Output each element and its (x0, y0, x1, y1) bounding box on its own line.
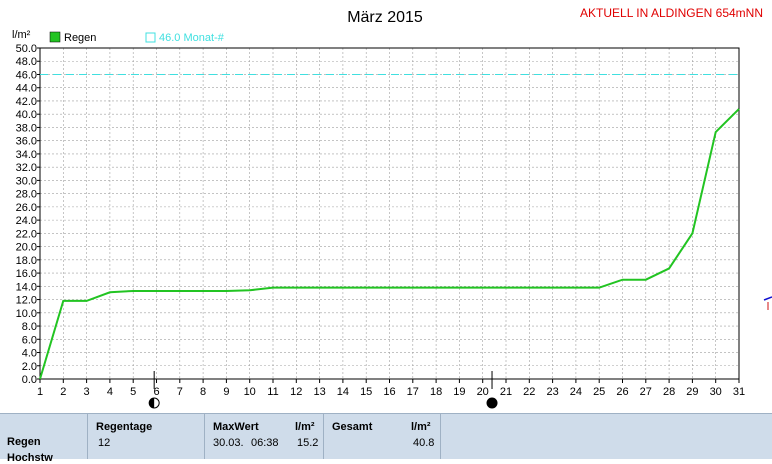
x-tick-label: 30 (710, 386, 722, 398)
x-tick-label: 12 (290, 386, 302, 398)
legend-label-reference: 46.0 Monat-# (159, 32, 225, 44)
maxwert-header: MaxWert (213, 421, 259, 433)
y-axis-ticks: 0.02.04.0 6.08.010.012.0 14.016.018.020.0 2… (16, 43, 40, 386)
y-tick-label: 30.0 (16, 175, 37, 187)
y-tick-label: 38.0 (16, 122, 37, 134)
maxwert-date: 30.03. (213, 437, 244, 449)
x-tick-label: 5 (130, 386, 136, 398)
x-tick-label: 17 (407, 386, 419, 398)
gesamt-header: Gesamt (332, 421, 373, 433)
y-tick-label: 8.0 (22, 321, 37, 333)
gesamt-unit: l/m² (411, 421, 431, 433)
x-tick-label: 3 (84, 386, 90, 398)
y-tick-label: 4.0 (22, 348, 37, 360)
x-tick-label: 18 (430, 386, 442, 398)
x-tick-label: 9 (223, 386, 229, 398)
y-tick-label: 16.0 (16, 268, 37, 280)
y-tick-label: 6.0 (22, 334, 37, 346)
edge-mark (763, 296, 772, 301)
regentage-header: Regentage (96, 421, 153, 433)
rain-chart: 0.02.04.0 6.08.010.012.0 14.016.018.020.0 2… (12, 6, 772, 409)
y-tick-label: 0.0 (22, 374, 37, 386)
x-tick-label: 2 (60, 386, 66, 398)
x-tick-label: 31 (733, 386, 745, 398)
regentage-value: 12 (98, 437, 111, 449)
stats-maxwert: MaxWert l/m² 30.03. 06:38 15.2 (204, 414, 324, 459)
stats-row-label-2: Hochstw (7, 452, 53, 464)
maxwert-unit: l/m² (295, 421, 315, 433)
stats-row-labels: Regen Hochstw (0, 414, 87, 464)
series-line-regen (39, 108, 740, 380)
x-tick-label: 6 (153, 386, 159, 398)
stats-row-label: Regen (7, 436, 41, 448)
y-tick-label: 26.0 (16, 202, 37, 214)
moon-phase-markers (148, 371, 498, 409)
x-tick-label: 26 (616, 386, 628, 398)
x-tick-label: 1 (37, 386, 43, 398)
y-tick-label: 42.0 (16, 96, 37, 108)
x-tick-label: 15 (360, 386, 372, 398)
y-tick-label: 50.0 (16, 43, 37, 55)
stats-panel: Regen Hochstw Regentage 12 MaxWert l/m² … (0, 413, 772, 464)
y-tick-label: 24.0 (16, 215, 37, 227)
x-tick-label: 14 (337, 386, 349, 398)
y-tick-label: 32.0 (16, 162, 37, 174)
x-tick-label: 8 (200, 386, 206, 398)
x-tick-label: 4 (107, 386, 113, 398)
chart-title: März 2015 (347, 9, 423, 26)
gesamt-value: 40.8 (413, 437, 435, 449)
x-tick-label: 23 (546, 386, 558, 398)
x-tick-label: 27 (640, 386, 652, 398)
x-tick-label: 7 (177, 386, 183, 398)
y-tick-label: 20.0 (16, 242, 37, 254)
stats-regentage: Regentage 12 (87, 414, 205, 459)
legend-swatch-regen (49, 31, 61, 43)
y-tick-label: 10.0 (16, 308, 37, 320)
maxwert-value: 15.2 (297, 437, 319, 449)
y-tick-label: 18.0 (16, 255, 37, 267)
legend-label-regen: Regen (64, 32, 96, 44)
x-tick-label: 16 (383, 386, 395, 398)
x-tick-label: 29 (686, 386, 698, 398)
maxwert-time: 06:38 (251, 437, 279, 449)
x-tick-label: 10 (244, 386, 256, 398)
x-tick-label: 19 (453, 386, 465, 398)
x-tick-label: 11 (267, 386, 278, 398)
y-axis-unit: l/m² (12, 29, 31, 41)
y-tick-label: 48.0 (16, 56, 37, 68)
x-tick-label: 28 (663, 386, 675, 398)
moon-icon-quarter-shade (149, 398, 155, 408)
y-tick-label: 28.0 (16, 189, 37, 201)
y-tick-label: 36.0 (16, 136, 37, 148)
stats-empty (440, 414, 772, 459)
x-tick-label: 13 (313, 386, 325, 398)
y-tick-label: 34.0 (16, 149, 37, 161)
y-tick-label: 12.0 (16, 295, 37, 307)
y-tick-label: 44.0 (16, 83, 37, 95)
x-axis-ticks: 1 2 3 4 5 6 7 8 9 10 11 12 13 14 15 16 17 18 19 20 21 22 23 24 2… (37, 379, 745, 398)
x-tick-label: 21 (500, 386, 512, 398)
chart-grid (40, 48, 739, 379)
y-tick-label: 40.0 (16, 109, 37, 121)
x-tick-label: 22 (523, 386, 535, 398)
legend-swatch-reference (145, 32, 156, 43)
y-tick-label: 2.0 (22, 361, 37, 373)
moon-icon-new (486, 397, 498, 409)
station-label: AKTUELL IN ALDINGEN 654mNN (580, 6, 763, 20)
x-tick-label: 24 (570, 386, 582, 398)
x-tick-label: 20 (477, 386, 489, 398)
y-tick-label: 22.0 (16, 228, 37, 240)
stats-gesamt: Gesamt l/m² 40.8 (323, 414, 441, 459)
y-tick-label: 46.0 (16, 69, 37, 81)
y-tick-label: 14.0 (16, 281, 37, 293)
x-tick-label: 25 (593, 386, 605, 398)
